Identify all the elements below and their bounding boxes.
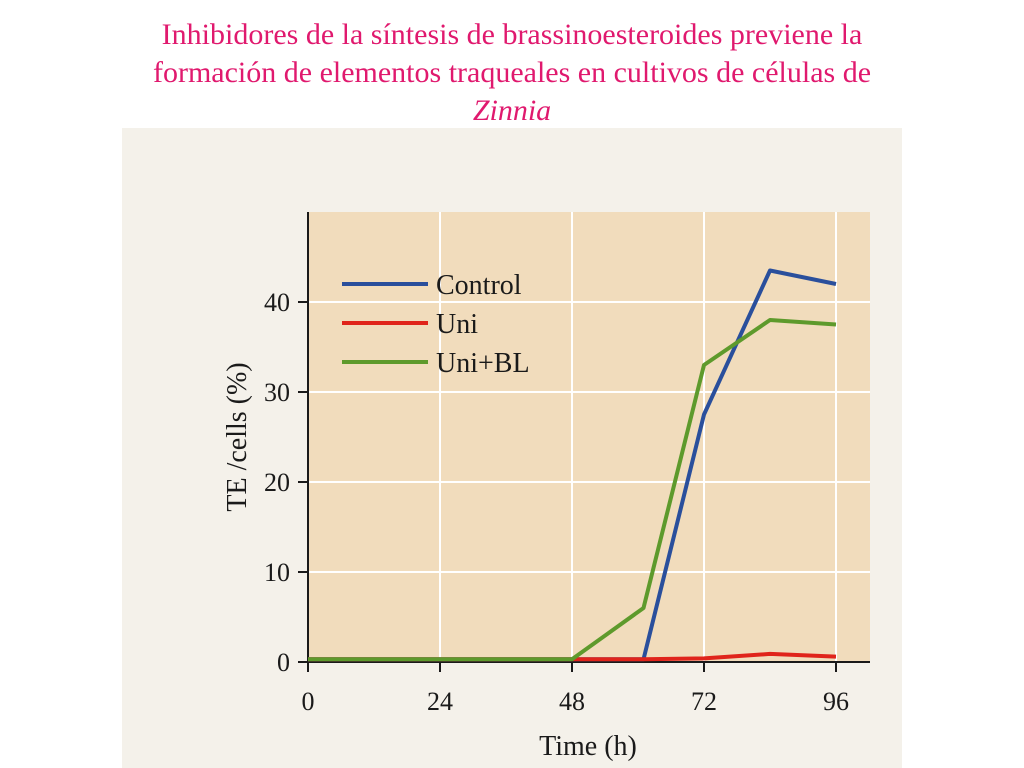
series-lines <box>308 268 837 662</box>
plot-area <box>308 212 870 662</box>
y-tick-label: 30 <box>264 378 290 407</box>
y-axis-title: TE /cells (%) <box>222 362 253 511</box>
y-tick-label: 20 <box>264 468 290 497</box>
slide-title: Inhibidores de la síntesis de brassinoes… <box>40 16 984 130</box>
x-tick-label: 24 <box>427 687 453 716</box>
x-tick-label: 96 <box>823 687 849 716</box>
y-tick-label: 40 <box>264 288 290 317</box>
title-line-2: formación de elementos traqueales en cul… <box>152 56 872 89</box>
y-tick-label: 0 <box>277 648 290 677</box>
title-line-3: Zinnia <box>472 94 552 127</box>
gridlines <box>308 212 870 662</box>
x-tick-label: 72 <box>691 687 717 716</box>
axes <box>298 212 870 672</box>
x-tick-label: 0 <box>302 687 315 716</box>
legend-label: Uni <box>436 309 478 340</box>
legend-label: Uni+BL <box>436 348 530 379</box>
x-tick-label: 48 <box>559 687 585 716</box>
legend-label: Control <box>436 270 522 301</box>
y-tick-labels: 0 10 20 30 40 <box>264 288 290 677</box>
title-line-1: Inhibidores de la síntesis de brassinoes… <box>161 18 863 51</box>
y-tick-label: 10 <box>264 558 290 587</box>
x-axis-title: Time (h) <box>539 731 637 762</box>
series-line-uni-bl <box>308 318 837 662</box>
x-tick-labels: 0 24 48 72 96 <box>302 687 850 716</box>
legend: Control Uni Uni+BL <box>342 270 530 379</box>
